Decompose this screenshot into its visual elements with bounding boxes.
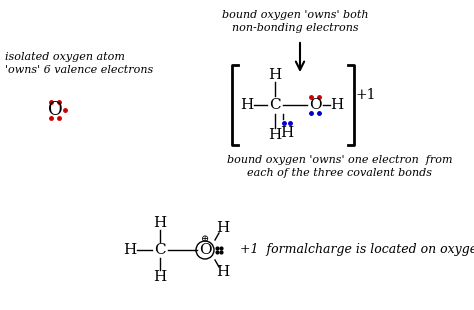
Text: bound oxygen 'owns' one electron  from: bound oxygen 'owns' one electron from	[227, 155, 453, 165]
Text: H: H	[154, 270, 167, 284]
Text: O: O	[47, 101, 63, 119]
Text: isolated oxygen atom: isolated oxygen atom	[5, 52, 125, 62]
Text: +1  formalcharge is located on oxygen: +1 formalcharge is located on oxygen	[240, 243, 474, 256]
Text: each of the three covalent bonds: each of the three covalent bonds	[247, 168, 432, 178]
Text: O: O	[199, 243, 211, 257]
Text: H: H	[216, 265, 229, 279]
Text: 'owns' 6 valence electrons: 'owns' 6 valence electrons	[5, 65, 153, 75]
Text: O: O	[309, 98, 321, 112]
Text: H: H	[154, 216, 167, 230]
Text: H: H	[240, 98, 254, 112]
Text: H: H	[216, 221, 229, 235]
Text: H: H	[268, 128, 282, 142]
Text: C: C	[269, 98, 281, 112]
Text: H: H	[268, 68, 282, 82]
Text: H: H	[281, 126, 293, 140]
Text: +1: +1	[356, 88, 376, 102]
Text: H: H	[123, 243, 137, 257]
Text: non-bonding electrons: non-bonding electrons	[232, 23, 358, 33]
Text: H: H	[330, 98, 344, 112]
Text: bound oxygen 'owns' both: bound oxygen 'owns' both	[222, 10, 368, 20]
Text: C: C	[154, 243, 166, 257]
Text: ⊕: ⊕	[201, 236, 209, 245]
